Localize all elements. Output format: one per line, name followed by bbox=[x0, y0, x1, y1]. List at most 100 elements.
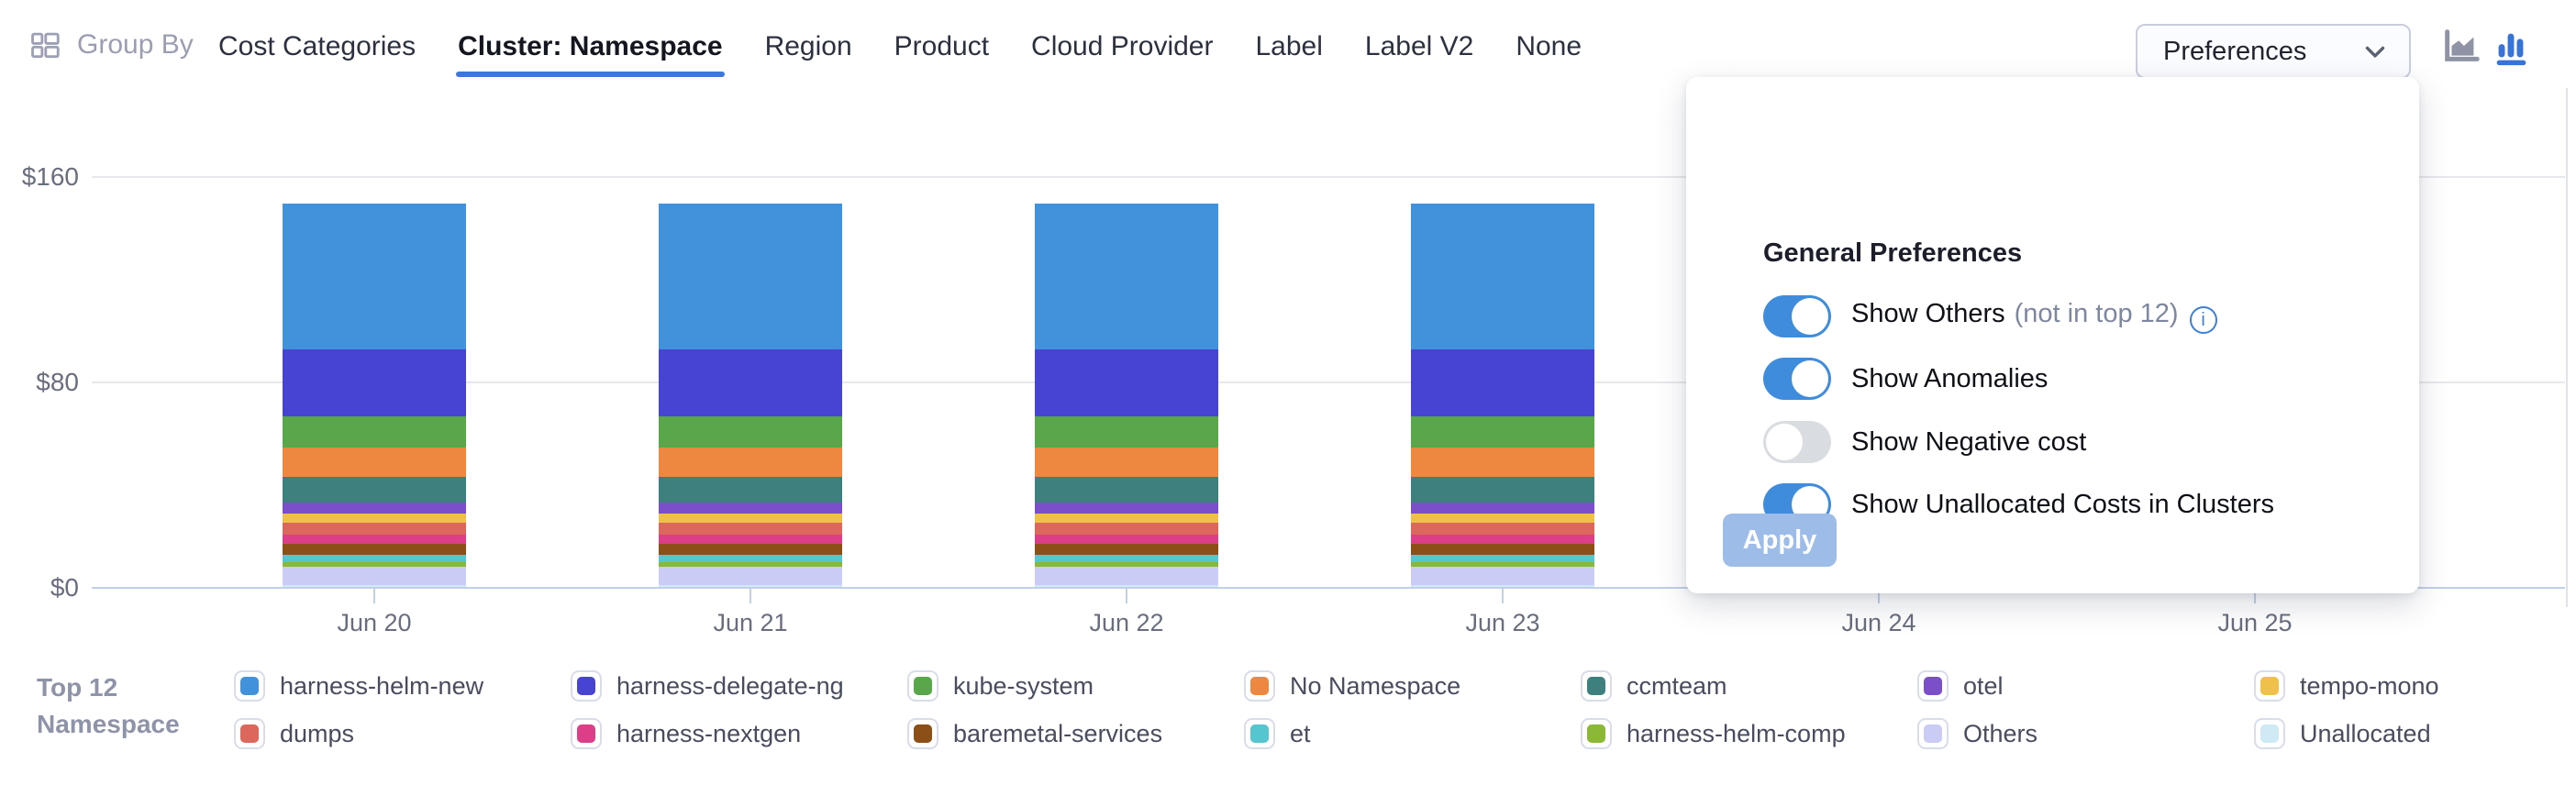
viewport-right-divider bbox=[2566, 13, 2568, 607]
bar-segment[interactable] bbox=[283, 555, 466, 563]
bar-segment[interactable] bbox=[1411, 203, 1594, 350]
tab-product[interactable]: Product bbox=[893, 22, 991, 77]
bar-segment[interactable] bbox=[1411, 535, 1594, 545]
bar-segment[interactable] bbox=[659, 349, 842, 416]
y-axis-tick-label: $0 bbox=[50, 573, 79, 602]
legend-item[interactable]: Others bbox=[1917, 713, 2254, 754]
bar-segment[interactable] bbox=[283, 567, 466, 585]
bar-segment[interactable] bbox=[1035, 415, 1218, 448]
area-chart-toggle[interactable] bbox=[2440, 26, 2482, 68]
bar-segment[interactable] bbox=[1035, 349, 1218, 416]
bar-segment[interactable] bbox=[283, 477, 466, 503]
bar-segment[interactable] bbox=[659, 544, 842, 556]
bar-segment[interactable] bbox=[1411, 514, 1594, 524]
tab-region[interactable]: Region bbox=[763, 22, 854, 77]
bar-segment[interactable] bbox=[1411, 523, 1594, 536]
bar-segment[interactable] bbox=[1035, 535, 1218, 545]
tab-cost-categories[interactable]: Cost Categories bbox=[217, 22, 417, 77]
x-axis-tick bbox=[373, 589, 375, 603]
bar-segment[interactable] bbox=[659, 535, 842, 545]
legend-item[interactable]: baremetal-services bbox=[907, 713, 1244, 754]
legend-item[interactable]: kube-system bbox=[907, 666, 1244, 706]
legend-item[interactable]: otel bbox=[1917, 666, 2254, 706]
legend-item[interactable]: tempo-mono bbox=[2254, 666, 2576, 706]
bar-segment[interactable] bbox=[283, 415, 466, 448]
legend-title-line1: Top 12 bbox=[37, 673, 118, 702]
preferences-panel: General Preferences Show Others (not in t… bbox=[1686, 77, 2419, 593]
bar-segment[interactable] bbox=[283, 203, 466, 350]
legend-title: Top 12 Namespace bbox=[37, 669, 180, 743]
legend-item[interactable]: No Namespace bbox=[1244, 666, 1581, 706]
bar-segment[interactable] bbox=[283, 562, 466, 568]
bar-segment[interactable] bbox=[1411, 415, 1594, 448]
bar-segment[interactable] bbox=[1035, 562, 1218, 568]
apply-button[interactable]: Apply bbox=[1723, 514, 1837, 567]
bar-segment[interactable] bbox=[1035, 514, 1218, 524]
bar-segment[interactable] bbox=[1411, 555, 1594, 563]
bar-segment[interactable] bbox=[1035, 567, 1218, 585]
legend-item[interactable]: harness-nextgen bbox=[571, 713, 907, 754]
tab-cloud-provider[interactable]: Cloud Provider bbox=[1029, 22, 1215, 77]
toggle-label: Show Others (not in top 12) i bbox=[1851, 299, 2217, 335]
bar-segment[interactable] bbox=[283, 448, 466, 478]
legend-color-chip bbox=[1581, 718, 1612, 749]
tab-label[interactable]: Label bbox=[1253, 22, 1324, 77]
bar-segment[interactable] bbox=[659, 514, 842, 524]
bar-segment[interactable] bbox=[283, 544, 466, 556]
bar-segment[interactable] bbox=[1035, 555, 1218, 563]
x-axis-tick bbox=[1878, 589, 1880, 603]
bar-segment[interactable] bbox=[659, 448, 842, 478]
legend-item[interactable]: harness-helm-comp bbox=[1581, 713, 1917, 754]
tab-label: Cloud Provider bbox=[1031, 31, 1214, 61]
preferences-dropdown-button[interactable]: Preferences bbox=[2136, 24, 2411, 79]
toggle-switch-on[interactable] bbox=[1763, 358, 1831, 400]
bar-segment[interactable] bbox=[1035, 523, 1218, 536]
bar-segment[interactable] bbox=[1411, 448, 1594, 478]
legend-item-label: baremetal-services bbox=[953, 719, 1163, 747]
bar-segment[interactable] bbox=[283, 514, 466, 524]
tab-label: None bbox=[1516, 31, 1582, 61]
legend-item[interactable]: harness-delegate-ng bbox=[571, 666, 907, 706]
bar-segment[interactable] bbox=[659, 584, 842, 588]
tab-cluster-namespace[interactable]: Cluster: Namespace bbox=[456, 22, 725, 77]
bar-segment[interactable] bbox=[283, 584, 466, 588]
bar-segment[interactable] bbox=[1035, 584, 1218, 588]
toggle-switch-off[interactable] bbox=[1763, 421, 1831, 463]
bar-segment[interactable] bbox=[1035, 477, 1218, 503]
bar-segment[interactable] bbox=[659, 415, 842, 448]
bar-segment[interactable] bbox=[283, 535, 466, 545]
bar-segment[interactable] bbox=[1411, 584, 1594, 588]
bar-segment[interactable] bbox=[1411, 562, 1594, 568]
tab-label: Label bbox=[1255, 31, 1323, 61]
legend-item[interactable]: ccmteam bbox=[1581, 666, 1917, 706]
bar-chart-toggle[interactable] bbox=[2490, 26, 2532, 68]
bar-segment[interactable] bbox=[283, 349, 466, 416]
bar-segment[interactable] bbox=[1411, 503, 1594, 514]
tab-none[interactable]: None bbox=[1514, 22, 1583, 77]
legend-item[interactable]: dumps bbox=[234, 713, 571, 754]
legend-item[interactable]: Unallocated bbox=[2254, 713, 2576, 754]
bar-segment[interactable] bbox=[1035, 503, 1218, 514]
bar-segment[interactable] bbox=[283, 503, 466, 514]
tab-label-v2[interactable]: Label V2 bbox=[1363, 22, 1475, 77]
bar-segment[interactable] bbox=[1411, 544, 1594, 556]
bar-segment[interactable] bbox=[1411, 477, 1594, 503]
legend-item[interactable]: et bbox=[1244, 713, 1581, 754]
bar-segment[interactable] bbox=[659, 555, 842, 563]
bar-segment[interactable] bbox=[1035, 544, 1218, 556]
bar-segment[interactable] bbox=[1411, 349, 1594, 416]
bar-segment[interactable] bbox=[1035, 203, 1218, 350]
bar-segment[interactable] bbox=[659, 477, 842, 503]
bar-segment[interactable] bbox=[659, 503, 842, 514]
legend-item-label: kube-system bbox=[953, 671, 1094, 700]
bar-segment[interactable] bbox=[659, 203, 842, 350]
bar-segment[interactable] bbox=[659, 562, 842, 568]
bar-segment[interactable] bbox=[659, 567, 842, 585]
info-icon[interactable]: i bbox=[2189, 306, 2217, 335]
legend-item[interactable]: harness-helm-new bbox=[234, 666, 571, 706]
bar-segment[interactable] bbox=[283, 523, 466, 536]
bar-segment[interactable] bbox=[1411, 567, 1594, 585]
bar-segment[interactable] bbox=[659, 523, 842, 536]
toggle-switch-on[interactable] bbox=[1763, 295, 1831, 337]
bar-segment[interactable] bbox=[1035, 448, 1218, 478]
